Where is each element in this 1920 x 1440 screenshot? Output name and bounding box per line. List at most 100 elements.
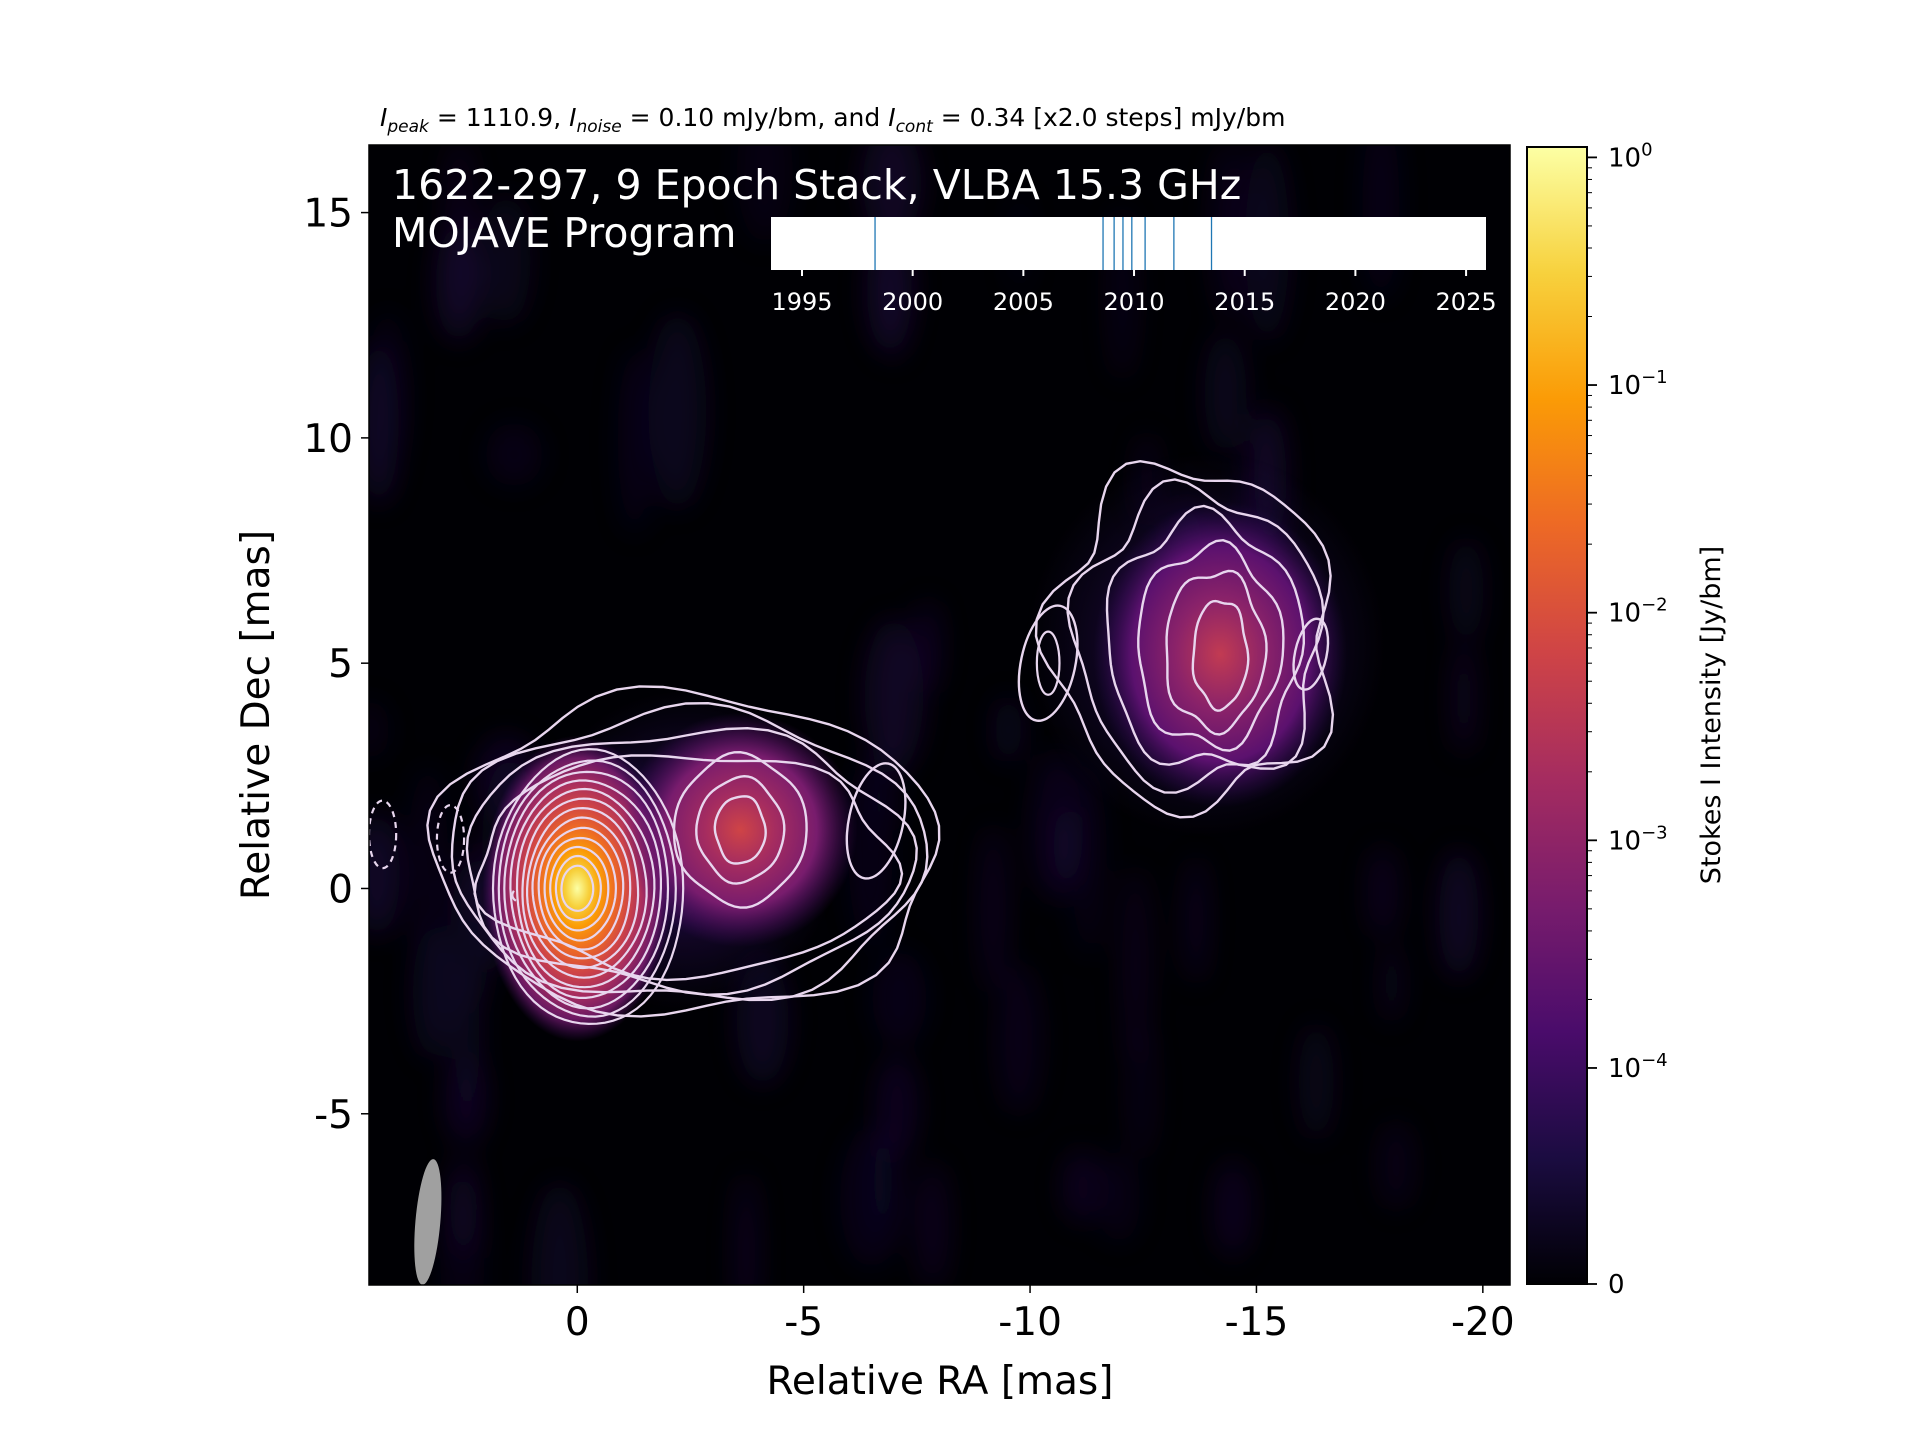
epoch-tick-label: 2020 bbox=[1325, 288, 1386, 316]
source-annotation: 1622-297, 9 Epoch Stack, VLBA 15.3 GHz bbox=[392, 161, 1241, 209]
jet-envelope-contour bbox=[450, 701, 929, 1002]
core-contour bbox=[526, 806, 640, 970]
core-contour bbox=[509, 779, 662, 999]
y-tick-label: 10 bbox=[303, 417, 353, 462]
noise-patch bbox=[1377, 1119, 1416, 1212]
colorbar-label: Stokes I Intensity [Jy/bm] bbox=[1696, 546, 1727, 884]
negative-contour bbox=[369, 799, 398, 870]
noise-patch bbox=[872, 950, 927, 1047]
y-tick-label: 0 bbox=[328, 867, 353, 912]
noise-patch bbox=[1214, 1159, 1252, 1259]
colorbar-gradient bbox=[1527, 147, 1587, 1284]
noise-patch bbox=[839, 1130, 903, 1268]
noise-patch bbox=[734, 1171, 758, 1285]
noise-patch bbox=[481, 195, 531, 326]
epoch-tick-label: 2010 bbox=[1103, 288, 1164, 316]
epoch-inset: 1995 2000 2005 2010 2015 2020 2025 bbox=[771, 217, 1497, 316]
noise-patch bbox=[916, 598, 942, 693]
noise-patch bbox=[449, 1155, 478, 1259]
epoch-tick-label: 1995 bbox=[771, 288, 832, 316]
colorbar-tick-label: 10−3 bbox=[1608, 822, 1668, 856]
inner-jet-emission bbox=[622, 712, 858, 948]
core-contour bbox=[549, 845, 610, 932]
noise-patch bbox=[1448, 537, 1484, 645]
epoch-tick-label: 2000 bbox=[882, 288, 943, 316]
noise-patch bbox=[1121, 865, 1150, 1064]
outer-jet-contour bbox=[1191, 599, 1250, 712]
y-tick-label: 5 bbox=[328, 642, 353, 687]
epoch-tick-label: 2005 bbox=[993, 288, 1054, 316]
noise-patch bbox=[1298, 1022, 1334, 1141]
noise-patch bbox=[1362, 145, 1400, 301]
colorbar-tick-label: 10−2 bbox=[1608, 595, 1668, 629]
outer-jet-emission bbox=[1093, 500, 1347, 808]
core-contour bbox=[491, 747, 685, 1026]
core-contour bbox=[497, 759, 677, 1018]
island-contour bbox=[1035, 630, 1061, 696]
noise-patch bbox=[369, 813, 400, 936]
beam-ellipse bbox=[414, 1159, 442, 1285]
x-axis: 0 -5 -10 -15 -20 bbox=[565, 1285, 1515, 1345]
noise-patch bbox=[1439, 849, 1479, 980]
noise-patch bbox=[994, 696, 1023, 764]
core-contour bbox=[537, 826, 625, 951]
colorbar: 100 10−1 10−2 10−3 10−4 0 Stokes I Intensity … bbox=[1526, 139, 1727, 1300]
noise-patch bbox=[916, 1161, 949, 1285]
small-contour bbox=[511, 890, 517, 902]
noise-patch bbox=[369, 309, 408, 468]
jet-envelope-contour bbox=[473, 754, 904, 982]
noise-patch bbox=[485, 422, 543, 487]
noise-patch bbox=[1126, 1025, 1156, 1160]
y-tick-label: 15 bbox=[303, 192, 353, 237]
x-tick-label: -15 bbox=[1225, 1300, 1289, 1345]
jet-envelope-contour bbox=[426, 685, 941, 1018]
noise-patch bbox=[617, 347, 652, 536]
epoch-tick-label: 2015 bbox=[1214, 288, 1275, 316]
plot-frame bbox=[368, 144, 1511, 1286]
contour-layer bbox=[369, 459, 1335, 1026]
emission-layer bbox=[482, 451, 1388, 1042]
noise-patch bbox=[1062, 1148, 1100, 1225]
x-tick-label: -5 bbox=[784, 1300, 823, 1345]
colorbar-ticks: 100 10−1 10−2 10−3 10−4 0 bbox=[1587, 139, 1668, 1300]
noise-patch bbox=[1098, 1151, 1141, 1245]
image-plot bbox=[369, 145, 1510, 1285]
outer-jet-contour bbox=[1137, 538, 1285, 752]
noise-patch bbox=[864, 619, 924, 774]
inner-jet-contour bbox=[672, 750, 808, 909]
colorbar-tick-label: 0 bbox=[1608, 1270, 1625, 1300]
epoch-inset-box bbox=[771, 217, 1486, 270]
outer-jet-contour bbox=[1034, 459, 1335, 819]
noise-patch bbox=[531, 1182, 589, 1285]
noise-patch bbox=[1367, 845, 1399, 940]
colorbar-tick-label: 10−4 bbox=[1608, 1050, 1668, 1084]
colorbar-tick-label: 10−1 bbox=[1608, 367, 1668, 401]
x-axis-label: Relative RA [mas] bbox=[767, 1359, 1114, 1404]
epoch-lines bbox=[874, 217, 1213, 270]
noise-patch bbox=[369, 699, 390, 760]
core-contour bbox=[531, 816, 632, 960]
inner-jet-contour bbox=[713, 795, 767, 865]
jet-envelope-contour bbox=[465, 726, 918, 997]
outer-jet-contour bbox=[1066, 478, 1325, 794]
epoch-tick-label: 2025 bbox=[1436, 288, 1497, 316]
noise-patch bbox=[1453, 641, 1475, 756]
x-tick-label: -20 bbox=[1451, 1300, 1515, 1345]
noise-patch bbox=[1053, 807, 1078, 887]
noise-patch bbox=[876, 1054, 918, 1159]
core-contour bbox=[543, 836, 618, 942]
epoch-axis: 1995 2000 2005 2010 2015 2020 2025 bbox=[771, 270, 1497, 316]
outer-jet-contour bbox=[1105, 504, 1306, 767]
noise-patch bbox=[407, 764, 449, 964]
x-tick-label: 0 bbox=[565, 1300, 590, 1345]
y-axis: 15 10 5 0 -5 bbox=[303, 192, 369, 1138]
noise-patch bbox=[995, 963, 1042, 1116]
core-contour bbox=[521, 797, 648, 979]
noise-patch bbox=[648, 313, 707, 509]
noise-patch bbox=[412, 924, 455, 1060]
chart-title: Ipeak = 1110.9, Inoise = 0.10 mJy/bm, an… bbox=[380, 103, 1285, 137]
noise-patch bbox=[1204, 331, 1247, 455]
core-contour bbox=[560, 864, 595, 912]
noise-patch bbox=[444, 145, 476, 321]
